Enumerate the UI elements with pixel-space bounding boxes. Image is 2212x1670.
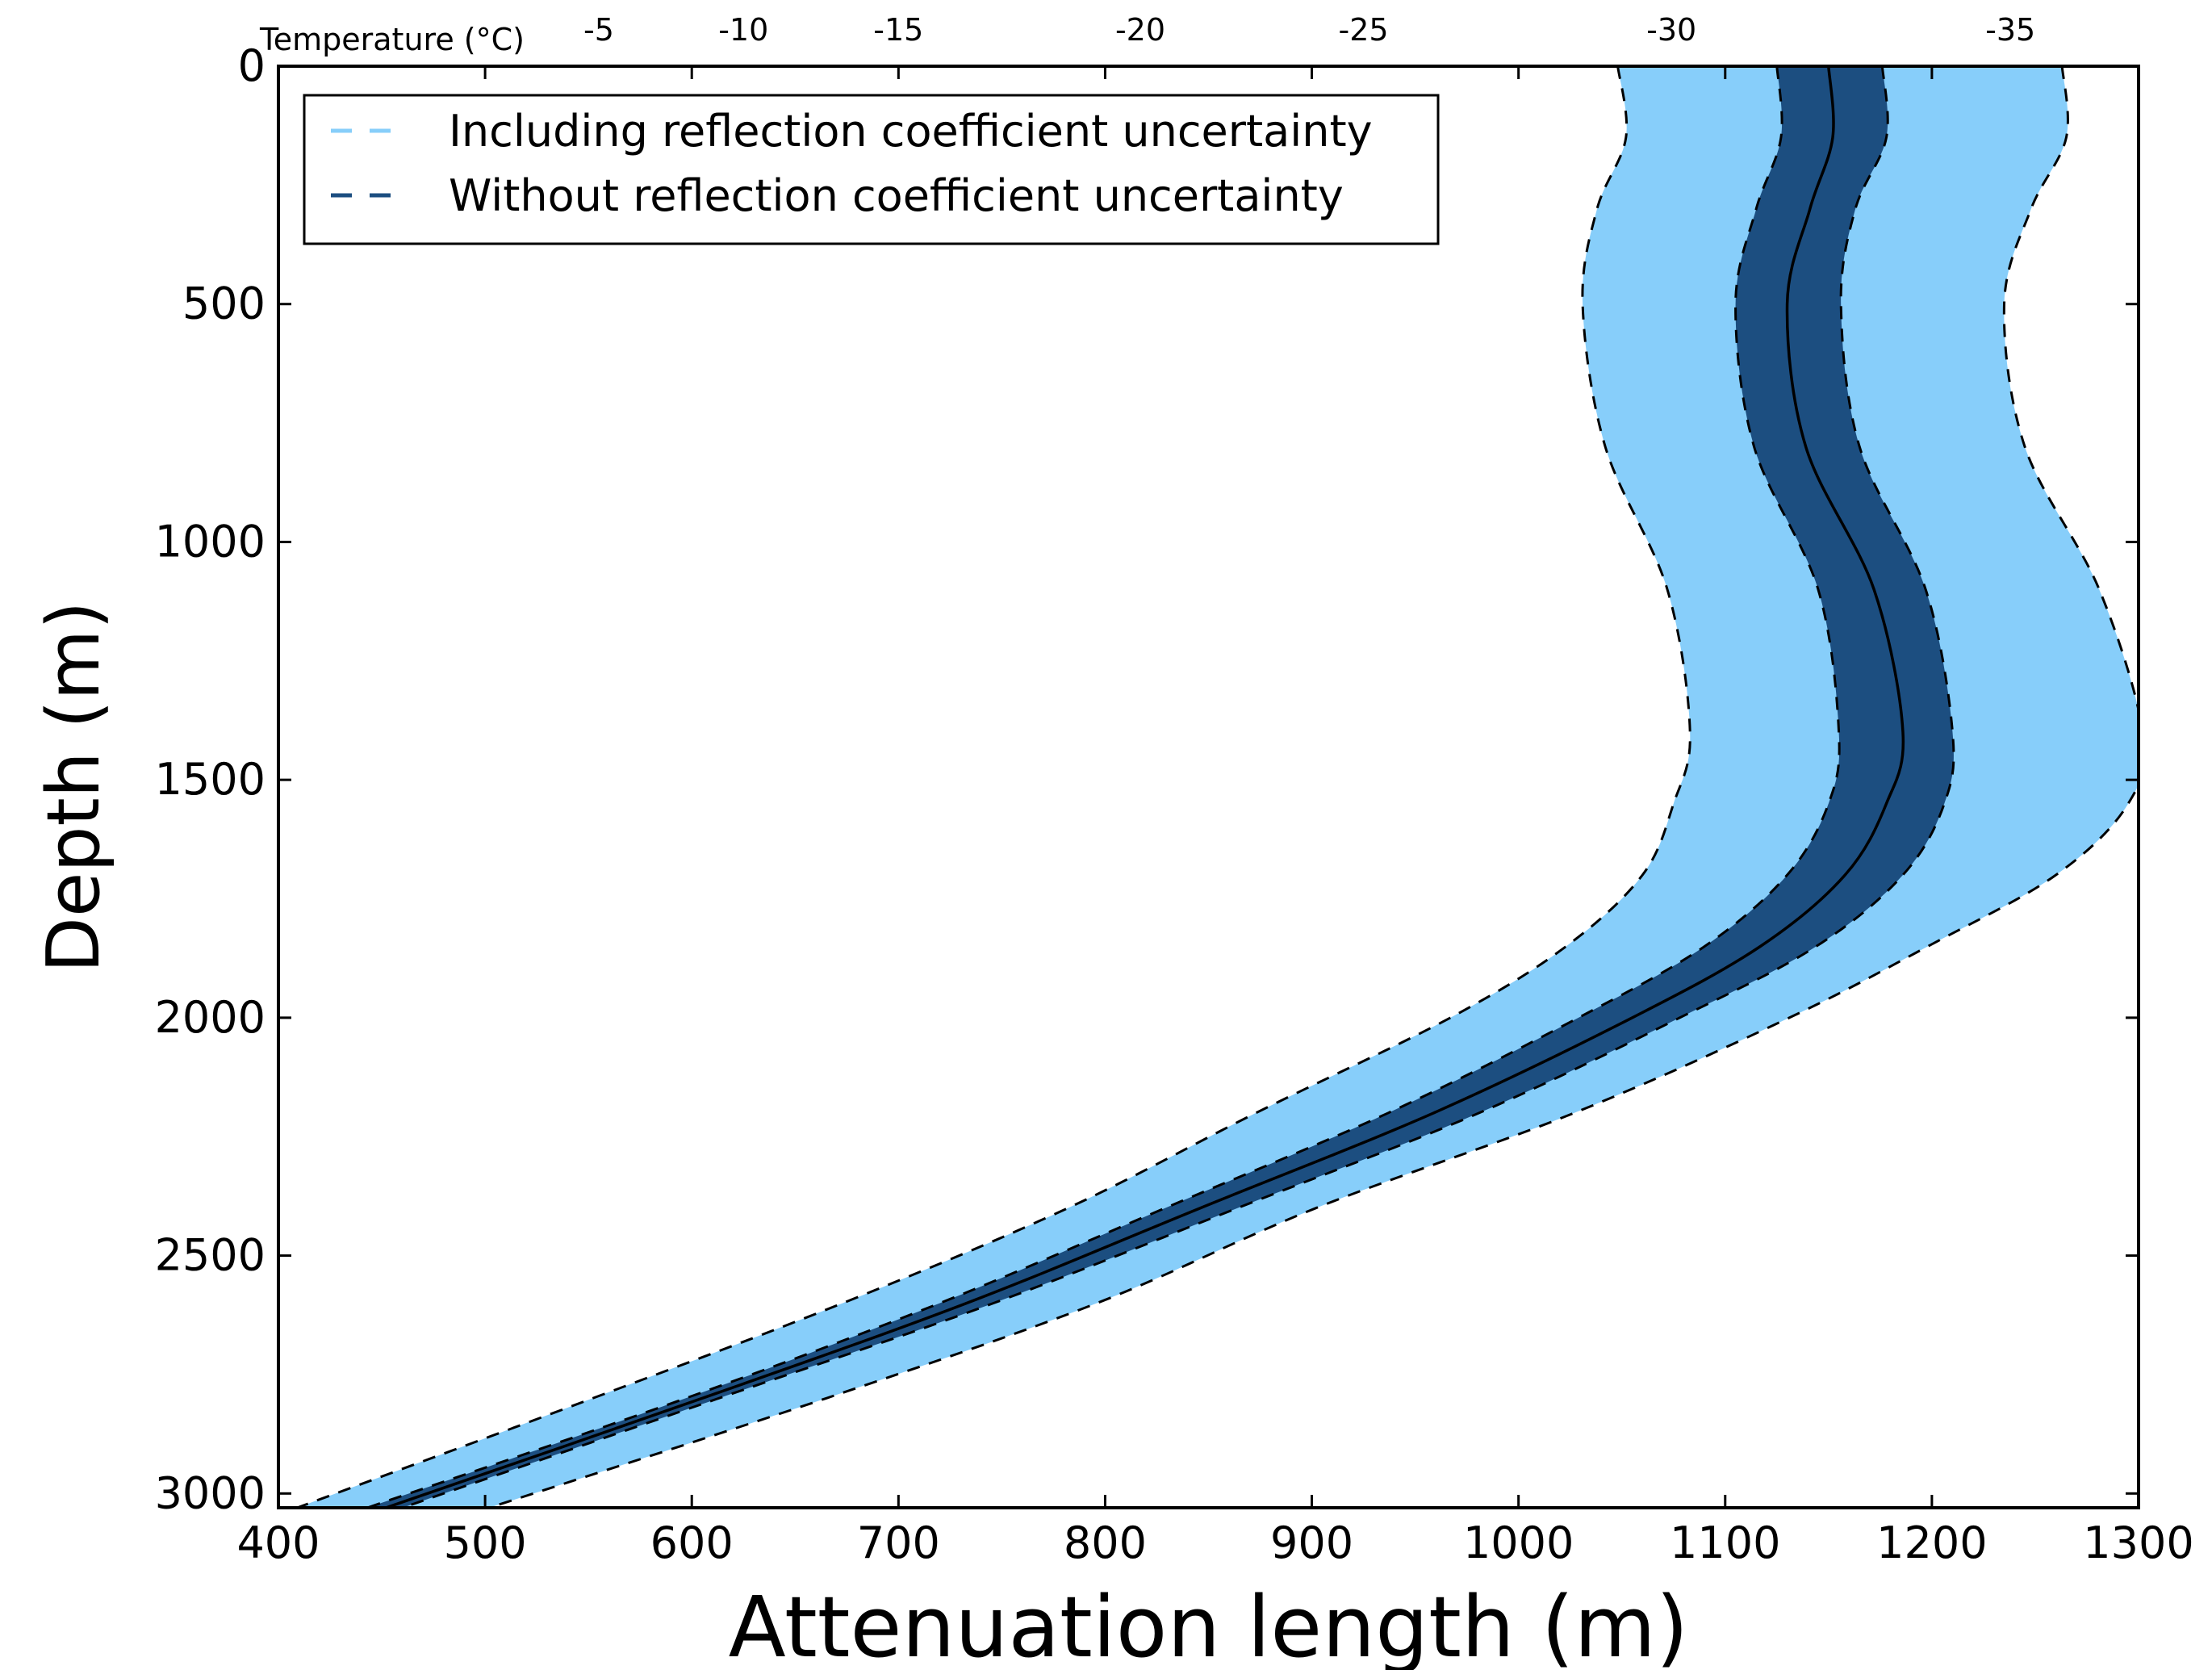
y-axis-title: Depth (m) bbox=[31, 601, 116, 973]
outer-band-lower-edge bbox=[296, 66, 1691, 1508]
y-tick-label: 1500 bbox=[155, 754, 266, 805]
uncertainty-bands bbox=[296, 66, 2139, 1508]
temperature-tick-label: -5 bbox=[583, 12, 614, 48]
legend: Including reflection coefficient uncerta… bbox=[303, 94, 1440, 245]
y-tick-label: 2500 bbox=[155, 1230, 266, 1281]
temperature-tick-label: -30 bbox=[1646, 12, 1696, 48]
legend-label-including: Including reflection coefficient uncerta… bbox=[449, 106, 1373, 157]
temperature-tick-label: -10 bbox=[718, 12, 768, 48]
x-axis-ticks: 400 500 600 700 800 900 1000 1100 1200 1300 bbox=[236, 66, 2194, 1568]
central-estimate-line bbox=[385, 66, 1905, 1508]
y-tick-label: 500 bbox=[182, 278, 266, 329]
x-tick-label: 1300 bbox=[2083, 1517, 2193, 1568]
x-tick-label: 400 bbox=[236, 1517, 320, 1568]
x-tick-label: 1000 bbox=[1463, 1517, 1574, 1568]
x-tick-label: 500 bbox=[444, 1517, 527, 1568]
y-tick-label: 1000 bbox=[155, 516, 266, 567]
temperature-tick-label: -35 bbox=[1985, 12, 2035, 48]
x-tick-label: 900 bbox=[1270, 1517, 1353, 1568]
temperature-axis-ticks: -5 -10 -15 -20 -25 -30 -35 bbox=[583, 12, 2035, 48]
inner-band-area bbox=[367, 66, 1954, 1508]
plot-frame bbox=[277, 65, 2140, 1509]
y-tick-label: 2000 bbox=[155, 992, 266, 1043]
y-tick-label: 0 bbox=[238, 40, 266, 91]
legend-label-without: Without reflection coefficient uncertain… bbox=[449, 170, 1344, 221]
x-tick-label: 700 bbox=[857, 1517, 940, 1568]
temperature-tick-label: -15 bbox=[873, 12, 923, 48]
inner-band-lower-edge bbox=[366, 66, 1841, 1508]
y-tick-label: 3000 bbox=[155, 1467, 266, 1518]
x-tick-label: 1100 bbox=[1670, 1517, 1780, 1568]
x-tick-label: 1200 bbox=[1876, 1517, 1987, 1568]
plot-area bbox=[296, 66, 2139, 1508]
temperature-axis-title: Temperature (°C) bbox=[259, 22, 525, 57]
x-axis-title: Attenuation length (m) bbox=[729, 1578, 1689, 1670]
x-tick-label: 800 bbox=[1064, 1517, 1147, 1568]
x-tick-label: 600 bbox=[650, 1517, 734, 1568]
temperature-tick-label: -25 bbox=[1339, 12, 1389, 48]
outer-band-area bbox=[297, 66, 2139, 1508]
temperature-tick-label: -20 bbox=[1115, 12, 1165, 48]
legend-box bbox=[303, 94, 1440, 245]
inner-band-upper-edge bbox=[402, 66, 1955, 1508]
outer-band-upper-edge bbox=[488, 66, 2139, 1508]
y-axis-ticks: 0 500 1000 1500 2000 2500 3000 bbox=[155, 40, 2139, 1518]
